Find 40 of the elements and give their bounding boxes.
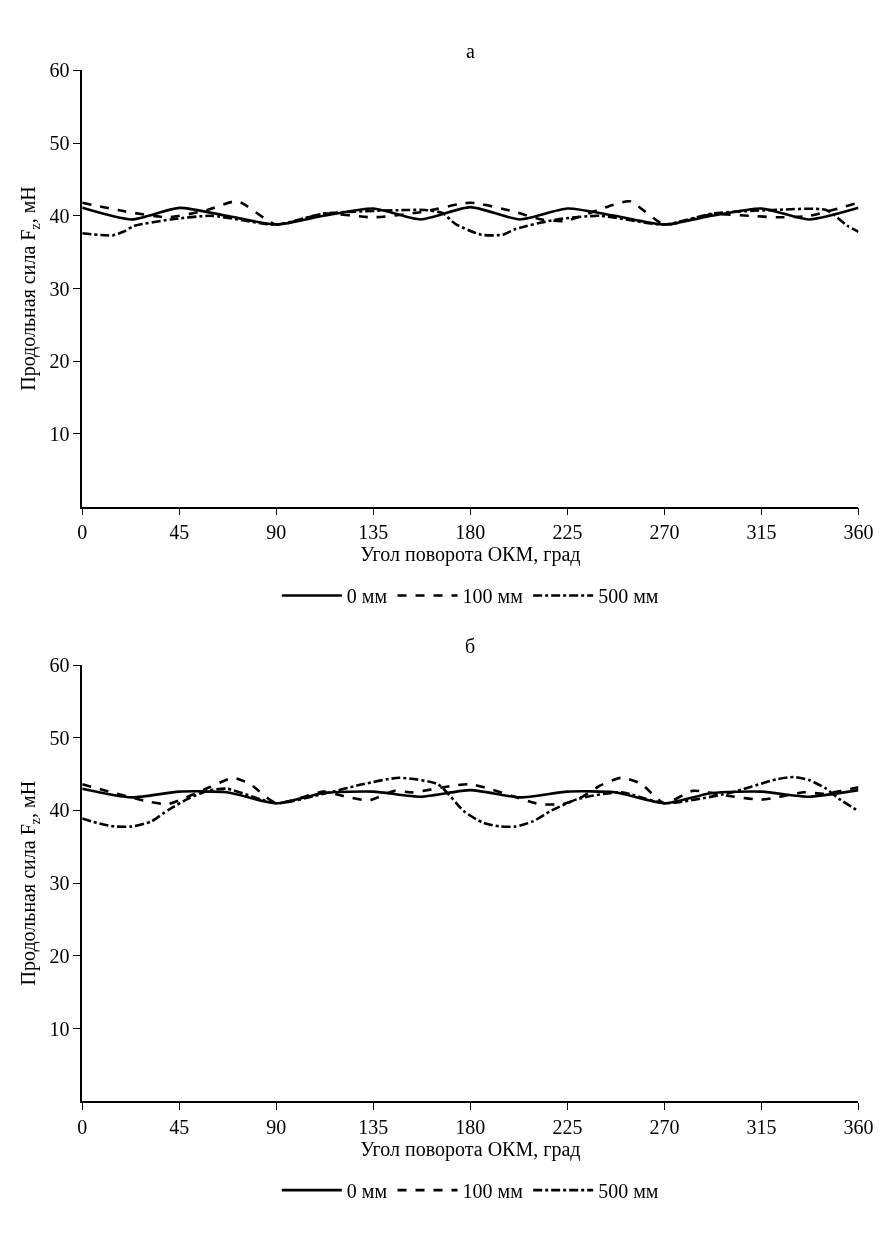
x-tick-label: 180: [455, 1115, 486, 1138]
y-tick-label: 40: [49, 799, 70, 822]
x-tick-label: 0: [77, 521, 88, 544]
x-tick-label: 180: [455, 521, 486, 544]
y-tick-label: 50: [49, 132, 70, 155]
x-tick-label: 0: [77, 1115, 88, 1138]
y-tick-label: 60: [49, 654, 70, 677]
legend-label: 100 мм: [462, 1179, 524, 1202]
x-tick-label: 360: [843, 1115, 874, 1138]
x-axis-title: Угол поворота ОКМ, град: [360, 543, 581, 567]
x-tick-label: 225: [552, 1115, 583, 1138]
y-tick-label: 30: [49, 277, 70, 300]
x-tick-label: 360: [843, 521, 874, 544]
y-tick-label: 60: [49, 59, 70, 82]
x-tick-label: 90: [266, 1115, 287, 1138]
x-tick-label: 315: [746, 521, 777, 544]
x-tick-label: 270: [649, 1115, 680, 1138]
x-tick-label: 270: [649, 521, 680, 544]
y-tick-label: 40: [49, 204, 70, 227]
chart-title: б: [465, 635, 476, 657]
x-tick-label: 135: [358, 521, 389, 544]
legend-label: 0 мм: [346, 1179, 388, 1202]
y-tick-label: 10: [49, 1017, 70, 1040]
x-tick-label: 45: [169, 521, 190, 544]
legend-label: 500 мм: [598, 1179, 659, 1202]
x-tick-label: 90: [266, 521, 287, 544]
x-tick-label: 315: [746, 1115, 777, 1138]
y-tick-label: 30: [49, 872, 70, 895]
x-tick-label: 45: [169, 1115, 190, 1138]
y-tick-label: 50: [49, 726, 70, 749]
legend-label: 100 мм: [462, 585, 524, 608]
legend-label: 0 мм: [346, 585, 388, 608]
x-tick-label: 135: [358, 1115, 389, 1138]
y-tick-label: 20: [49, 350, 70, 373]
legend-label: 500 мм: [598, 585, 659, 608]
x-tick-label: 225: [552, 521, 583, 544]
x-axis-title: Угол поворота ОКМ, град: [360, 1137, 581, 1161]
y-tick-label: 10: [49, 422, 70, 445]
chart-title: а: [466, 40, 475, 62]
y-tick-label: 20: [49, 944, 70, 967]
